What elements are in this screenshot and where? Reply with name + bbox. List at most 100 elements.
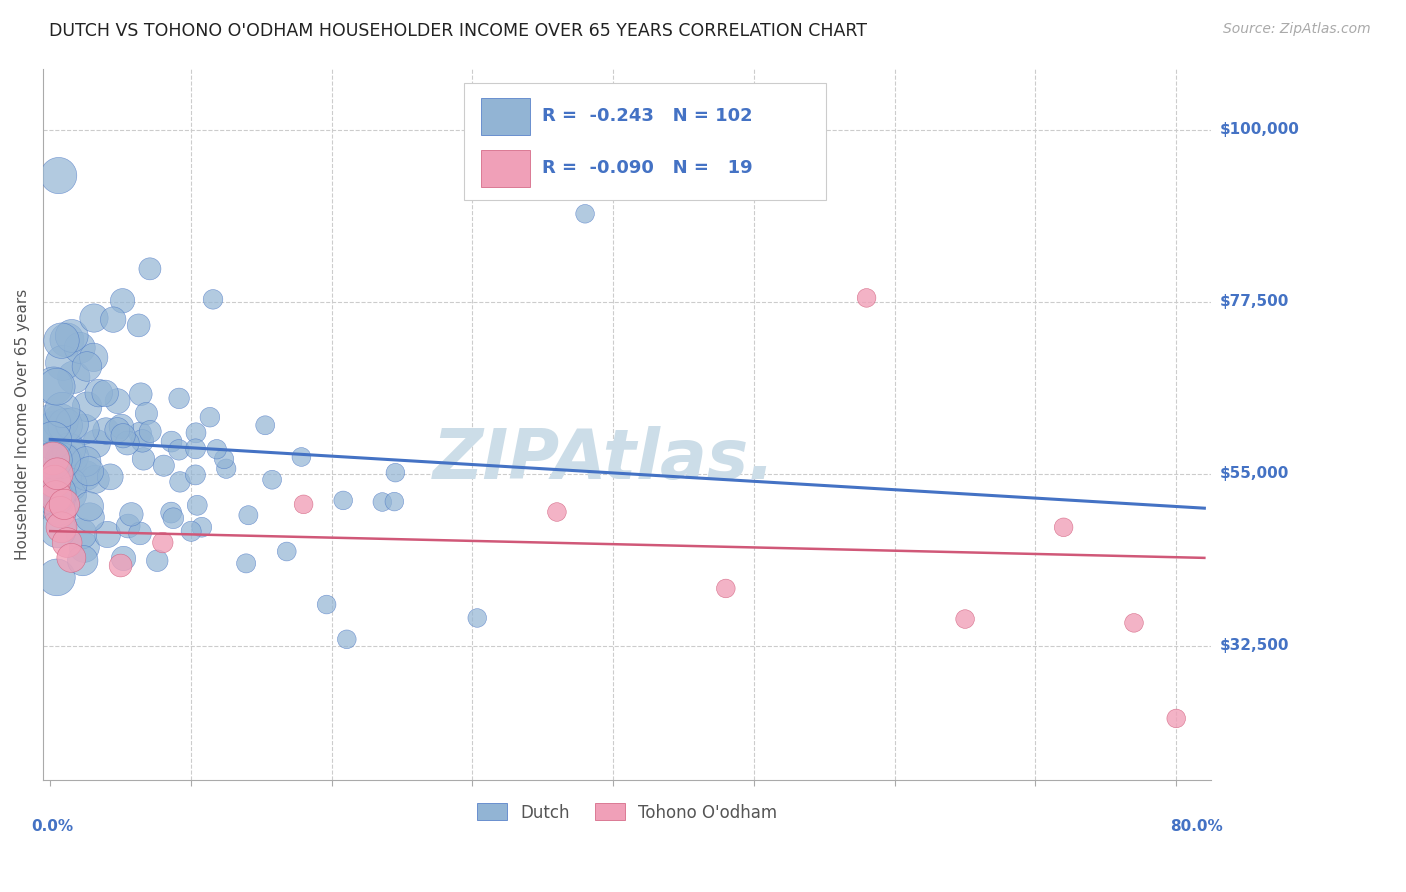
Point [96,527,118,541]
Point [79,510,101,524]
Point [167,392,190,406]
Point [73,422,96,436]
Point [56,474,79,488]
Point [198,410,221,425]
Point [152,535,174,549]
Point [44,423,66,437]
Point [129,387,152,401]
Point [117,519,139,533]
Point [48,500,70,515]
Point [139,261,162,276]
Text: $55,000: $55,000 [1220,467,1289,482]
Point [53,418,76,433]
Text: DUTCH VS TOHONO O'ODHAM HOUSEHOLDER INCOME OVER 65 YEARS CORRELATION CHART: DUTCH VS TOHONO O'ODHAM HOUSEHOLDER INCO… [49,22,868,40]
Point [86,436,108,450]
Point [77,500,100,514]
Text: $32,500: $32,500 [1220,639,1289,653]
Point [45,570,67,584]
Point [73,541,96,555]
Point [146,554,169,568]
Text: ZIPAtlas.: ZIPAtlas. [433,426,775,493]
Point [49,415,72,429]
FancyBboxPatch shape [464,83,825,200]
Text: R =  -0.090   N =   19: R = -0.090 N = 19 [543,159,752,178]
Point [110,558,132,573]
Point [120,508,142,522]
Point [129,426,152,441]
Point [235,557,257,571]
Point [111,293,134,308]
Point [953,612,976,626]
Point [59,461,82,475]
Point [382,494,405,508]
Point [60,450,83,464]
FancyBboxPatch shape [481,150,530,187]
Point [94,386,117,401]
Point [52,453,75,467]
Point [98,470,121,484]
Text: $100,000: $100,000 [1220,122,1299,137]
Point [167,442,190,457]
Point [42,434,65,448]
Legend: Dutch, Tohono O'odham: Dutch, Tohono O'odham [471,797,785,828]
Point [254,418,277,433]
Point [292,497,315,511]
Point [135,407,157,421]
Point [46,485,69,500]
Point [117,436,139,450]
Point [44,475,66,489]
Point [45,491,67,506]
Point [70,526,93,541]
Point [1166,711,1188,725]
Point [546,505,568,519]
Point [160,434,183,449]
Point [855,291,877,305]
Point [169,475,191,489]
Point [41,417,63,431]
Point [1123,615,1146,630]
Point [75,468,97,483]
Point [132,451,155,466]
Point [184,425,207,440]
Point [160,506,183,520]
Point [60,417,83,432]
Point [212,452,235,467]
Point [186,498,208,512]
Point [58,442,80,457]
Point [53,497,76,511]
Point [51,403,73,417]
Text: 0.0%: 0.0% [31,819,73,834]
Point [112,551,135,566]
Point [60,550,83,565]
Point [103,312,125,326]
Point [315,598,337,612]
Point [42,453,65,467]
Point [94,424,117,438]
Text: Source: ZipAtlas.com: Source: ZipAtlas.com [1223,22,1371,37]
Point [46,467,69,481]
Point [129,526,152,541]
Point [44,490,66,504]
Point [56,333,79,347]
Point [128,318,150,333]
Point [465,611,488,625]
Point [62,370,84,384]
Point [276,544,298,558]
Point [238,508,260,523]
Point [205,442,228,457]
FancyBboxPatch shape [481,98,530,136]
Point [262,473,284,487]
Point [77,464,100,478]
Point [83,351,105,365]
Point [336,632,359,647]
Point [131,434,153,448]
Point [42,379,65,393]
Point [59,477,82,491]
Text: $77,500: $77,500 [1220,294,1289,310]
Point [84,472,107,486]
Point [162,511,184,525]
Point [42,451,65,466]
Point [371,495,394,509]
Point [107,394,129,409]
Point [105,423,128,437]
